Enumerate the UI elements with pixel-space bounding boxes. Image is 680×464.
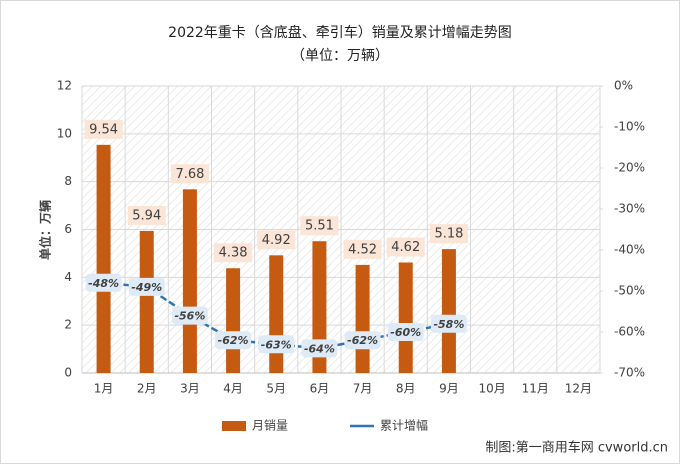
y2-tick-label: -70%	[614, 366, 645, 380]
x-tick-label: 7月	[353, 382, 373, 396]
legend-swatch	[222, 421, 246, 431]
x-tick-label: 9月	[439, 382, 459, 396]
line-label-bg	[301, 339, 338, 358]
chart-subtitle: （单位：万辆）	[291, 48, 389, 64]
legend-label: 累计增幅	[380, 418, 428, 433]
value-label-bg	[127, 205, 166, 225]
line-label-bg	[387, 323, 424, 341]
line-label: -56%	[174, 310, 205, 323]
x-tick-label: 1月	[94, 382, 114, 396]
x-tick-label: 10月	[478, 382, 505, 396]
x-tick-label: 11月	[522, 382, 549, 396]
line-label: -60%	[390, 326, 421, 339]
y-tick-label: 12	[57, 79, 72, 93]
legend-label: 月销量	[252, 419, 288, 433]
value-label-bg	[343, 239, 382, 259]
bar	[441, 249, 456, 373]
value-label-bg	[257, 230, 296, 250]
bar	[355, 264, 370, 373]
source: 制图:第一商用车网 cvworld.cn	[485, 440, 668, 456]
bar	[269, 255, 284, 373]
value-label: 5.51	[305, 219, 334, 234]
value-label: 9.54	[89, 122, 118, 137]
line-label: -49%	[131, 281, 162, 294]
x-tick-label: 2月	[137, 382, 157, 396]
y-tick-label: 0	[64, 366, 72, 380]
line-label-bg	[128, 277, 165, 296]
value-label-bg	[429, 224, 468, 244]
value-label: 4.62	[391, 240, 420, 255]
y2-tick-label: -20%	[614, 161, 645, 175]
y2-tick-label: -40%	[614, 243, 645, 257]
line-label-bg	[171, 306, 208, 325]
x-tick-label: 3月	[180, 382, 200, 396]
line-label-bg	[430, 314, 467, 333]
line-label: -64%	[304, 342, 335, 355]
value-label: 4.52	[348, 242, 377, 257]
y-axis-label: 单位：万辆	[38, 200, 53, 260]
y2-tick-label: -10%	[614, 120, 645, 134]
line-label: -58%	[433, 318, 464, 331]
x-tick-label: 4月	[223, 382, 243, 396]
line-label: -62%	[347, 334, 378, 347]
value-label: 7.68	[175, 167, 204, 182]
y-tick-label: 6	[64, 222, 72, 236]
chart-title: 2022年重卡（含底盘、牵引车）销量及累计增幅走势图	[168, 24, 512, 41]
bar	[139, 230, 154, 373]
value-label: 5.94	[132, 208, 161, 223]
y2-tick-label: -50%	[614, 284, 645, 298]
x-tick-label: 12月	[565, 382, 592, 396]
line-label: -63%	[261, 338, 292, 351]
value-label: 4.38	[219, 246, 248, 261]
y-tick-label: 10	[57, 126, 72, 140]
value-label-bg	[386, 237, 425, 257]
y2-tick-label: -30%	[614, 202, 645, 216]
line-label-bg	[344, 331, 381, 350]
value-label-bg	[170, 164, 209, 184]
value-label: 5.18	[434, 227, 463, 242]
line-label-bg	[258, 335, 295, 354]
bar	[182, 189, 197, 373]
y-tick-label: 2	[64, 318, 72, 332]
x-tick-label: 8月	[396, 382, 416, 396]
y2-tick-label: -60%	[614, 325, 645, 339]
line-label-bg	[215, 331, 252, 350]
line-label-bg	[85, 273, 122, 292]
line-label: -48%	[88, 277, 119, 290]
y-tick-label: 8	[64, 174, 72, 188]
line-label: -62%	[218, 334, 249, 347]
value-label-bg	[84, 119, 123, 139]
bar	[398, 262, 413, 373]
bar	[226, 268, 241, 373]
value-label: 4.92	[262, 233, 291, 248]
y2-tick-label: 0%	[614, 79, 633, 93]
value-label-bg	[214, 243, 253, 263]
x-tick-label: 6月	[310, 382, 330, 396]
value-label-bg	[300, 216, 339, 236]
y-tick-label: 4	[64, 270, 72, 284]
x-tick-label: 5月	[266, 382, 286, 396]
bar	[96, 144, 111, 373]
